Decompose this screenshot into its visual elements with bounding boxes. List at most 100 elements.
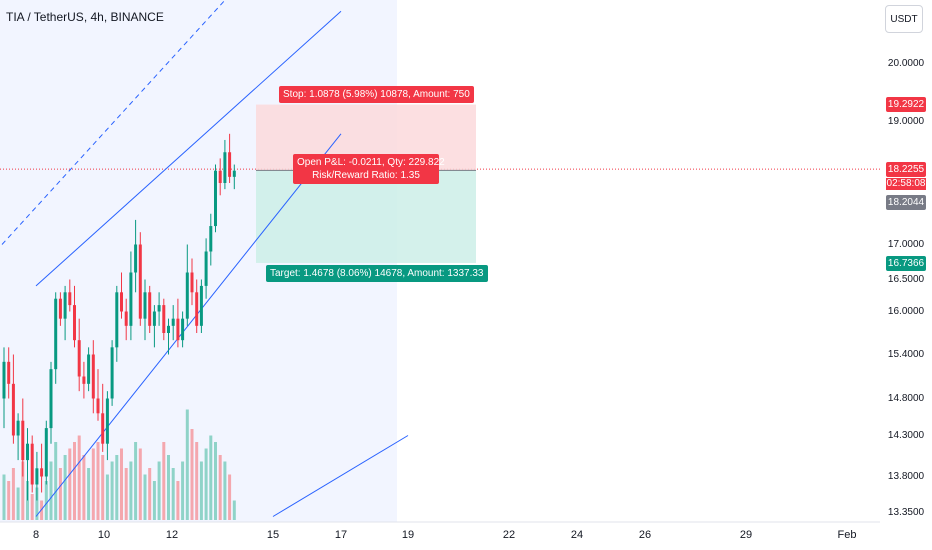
volume-bar	[162, 442, 166, 520]
candle-body	[190, 272, 194, 293]
time-tick: 15	[266, 529, 280, 541]
candle-body	[7, 361, 11, 384]
candle-body	[138, 244, 142, 319]
volume-bar	[2, 474, 6, 520]
channel-lines[interactable]	[1, 0, 409, 517]
candle-body	[96, 398, 100, 414]
volume-bar	[30, 494, 34, 520]
volume-bar	[54, 442, 58, 520]
price-tick: 14.8000	[887, 393, 925, 404]
candle-body	[148, 292, 152, 326]
price-tick: 20.0000	[887, 58, 925, 69]
volume-bar	[73, 442, 76, 520]
parallel-channel-line[interactable]	[272, 435, 409, 517]
volume-bar	[115, 455, 119, 520]
volume-bar	[101, 455, 105, 520]
candle-body	[209, 226, 213, 252]
price-tick: 13.8000	[887, 471, 925, 482]
candle-body	[110, 347, 114, 399]
candle-body	[82, 376, 86, 384]
candle-body	[232, 170, 236, 177]
volume-bar	[91, 448, 95, 520]
volume-bar	[232, 500, 236, 520]
candle-body	[87, 354, 91, 384]
volume-bar	[35, 487, 39, 520]
candle-body	[152, 311, 156, 326]
volume-bar	[171, 468, 175, 520]
currency-unit-button[interactable]: USDT	[885, 5, 923, 33]
take-profit-zone[interactable]	[256, 170, 476, 263]
candle-body	[26, 443, 29, 461]
volume-bar	[218, 455, 222, 520]
candle-body	[195, 292, 199, 326]
candles	[2, 133, 236, 501]
bar-countdown: 02:58:08	[886, 178, 926, 190]
volume-bar	[157, 461, 161, 520]
candle-body	[35, 468, 39, 485]
price-tick: 15.4000	[887, 349, 925, 360]
candle-body	[204, 251, 208, 286]
stop-loss-label[interactable]: Stop: 1.0878 (5.98%) 10878, Amount: 750	[279, 86, 474, 103]
volume-bar	[44, 481, 48, 520]
volume-bar	[11, 468, 15, 520]
open-pnl-text: Open P&L: -0.0211, Qty: 229.822	[297, 157, 445, 168]
candle-body	[228, 152, 232, 177]
time-tick: 29	[739, 529, 753, 541]
entry-price-label: 18.2044	[886, 195, 926, 210]
position-zones[interactable]	[256, 104, 476, 263]
candle-body	[49, 369, 53, 429]
candle-body	[171, 318, 175, 326]
chart-title: TIA / TetherUS, 4h, BINANCE	[6, 10, 164, 24]
candle-body	[176, 318, 180, 341]
candle-body	[68, 292, 72, 306]
time-tick: 26	[638, 529, 652, 541]
volume-bar	[110, 461, 114, 520]
candle-body	[129, 272, 133, 326]
volume-bar	[181, 461, 185, 520]
time-tick: Feb	[837, 529, 857, 541]
volume-bar	[185, 409, 189, 520]
take-profit-label[interactable]: Target: 1.4678 (8.06%) 14678, Amount: 13…	[266, 265, 488, 282]
candle-body	[162, 305, 166, 333]
volume-bar	[167, 455, 170, 520]
candle-body	[73, 305, 76, 341]
time-tick: 10	[97, 529, 111, 541]
volume-bar	[199, 461, 203, 520]
volume-bar	[21, 461, 25, 520]
candle-body	[218, 170, 222, 183]
volume-bar	[120, 448, 123, 520]
price-tick: 14.3000	[887, 430, 925, 441]
candle-body	[223, 152, 227, 183]
time-tick: 8	[32, 529, 40, 541]
volume-bar	[214, 442, 217, 520]
volume-bar	[138, 448, 142, 520]
candle-body	[157, 305, 161, 312]
volume-bar	[176, 481, 180, 520]
channel-lower-line[interactable]	[35, 133, 342, 517]
volume-bar	[190, 429, 194, 520]
candle-body	[16, 420, 20, 436]
volume-bar	[223, 461, 227, 520]
candle-body	[21, 420, 25, 461]
candle-body	[40, 468, 44, 477]
volume-bar	[143, 474, 147, 520]
channel-dashed-line[interactable]	[1, 0, 273, 245]
channel-upper-line[interactable]	[35, 10, 342, 287]
candle-body	[120, 292, 123, 312]
volume-bar	[129, 461, 133, 520]
volume-bar	[134, 442, 138, 520]
candle-body	[214, 170, 217, 227]
time-tick: 24	[570, 529, 584, 541]
volume-bar	[68, 448, 72, 520]
volume-bar	[148, 468, 152, 520]
last-price-label: 18.2255	[886, 162, 926, 177]
volume-bar	[63, 455, 67, 520]
candle-body	[167, 325, 170, 333]
price-tick: 13.3500	[887, 507, 925, 518]
candle-body	[101, 413, 105, 444]
pnl-box[interactable]: Open P&L: -0.0211, Qty: 229.822 Risk/Rew…	[293, 154, 445, 184]
volume-bar	[152, 481, 156, 520]
volume-bar	[82, 455, 86, 520]
time-tick: 19	[401, 529, 415, 541]
candle-body	[44, 428, 48, 477]
